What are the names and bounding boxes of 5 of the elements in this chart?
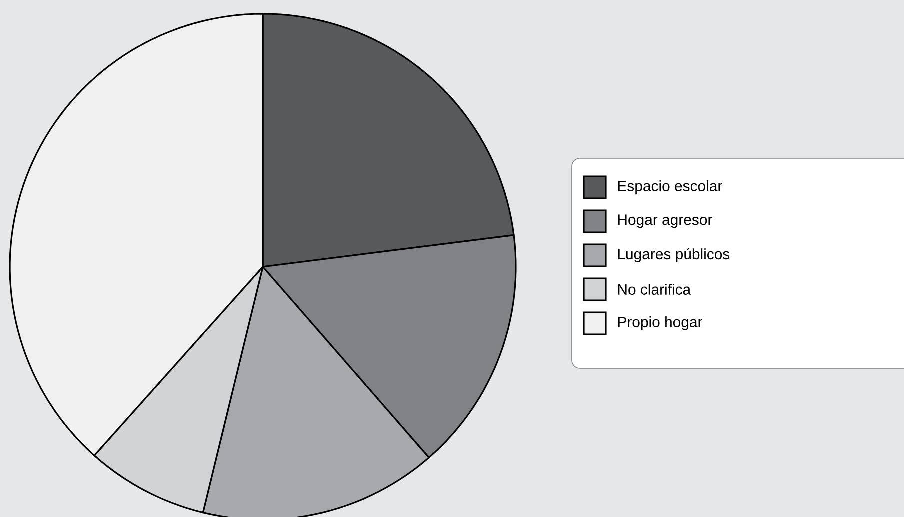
legend-label: Propio hogar [618, 316, 702, 330]
legend-label: Lugares públicos [618, 248, 730, 263]
legend-label: Espacio escolar [618, 180, 722, 194]
legend-label: Hogar agresor [618, 214, 712, 228]
legend-label: No clarifica [618, 284, 692, 295]
